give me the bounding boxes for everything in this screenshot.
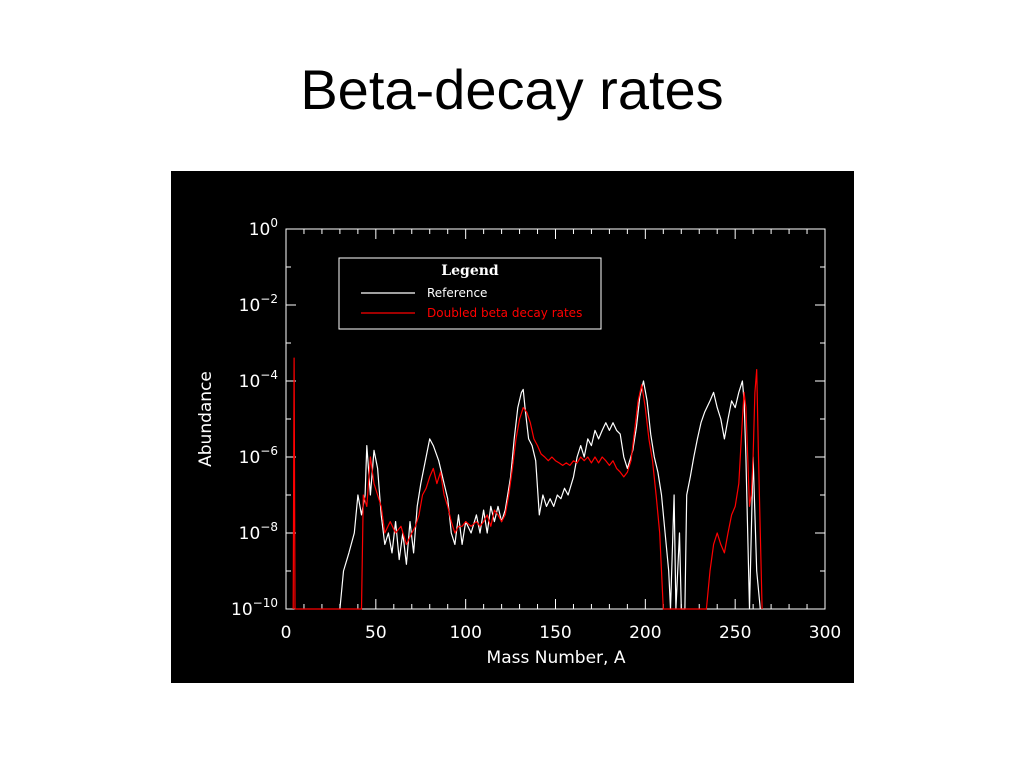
x-tick-label: 0 [281,623,292,643]
legend-title: Legend [441,263,499,279]
y-axis-label: Abundance [196,371,216,467]
series-lines [292,357,763,610]
x-tick-label: 300 [809,623,841,643]
x-tick-label: 250 [719,623,751,643]
y-tick-label: 10−8 [239,520,278,544]
x-tick-label: 200 [629,623,661,643]
legend-entry-label: Reference [427,286,487,300]
plot-panel: 0 50 100 150 200 250 300 100 10−2 10−4 10−6 10−8 10−… [171,171,854,683]
y-tick-label: 100 [249,216,278,240]
y-tick-label: 10−2 [239,292,278,316]
legend: Legend Reference Doubled beta decay rates [338,257,602,330]
axis-ticks: 0 50 100 150 200 250 300 100 10−2 10−4 10−6 10−8 10−… [231,216,841,643]
abundance-chart: 0 50 100 150 200 250 300 100 10−2 10−4 10−6 10−8 10−… [196,216,841,668]
series-line-reference [339,380,761,610]
x-tick-label: 100 [449,623,481,643]
y-tick-label: 10−10 [231,596,278,620]
legend-entry-label: Doubled beta decay rates [427,306,582,320]
y-tick-label: 10−4 [239,368,278,392]
y-tick-label: 10−6 [239,444,278,468]
x-tick-label: 50 [365,623,387,643]
x-axis-label: Mass Number, A [487,648,626,668]
series-line-doubled-beta-decay-rates [292,357,763,610]
x-tick-label: 150 [539,623,571,643]
slide-title: Beta-decay rates [300,58,724,121]
